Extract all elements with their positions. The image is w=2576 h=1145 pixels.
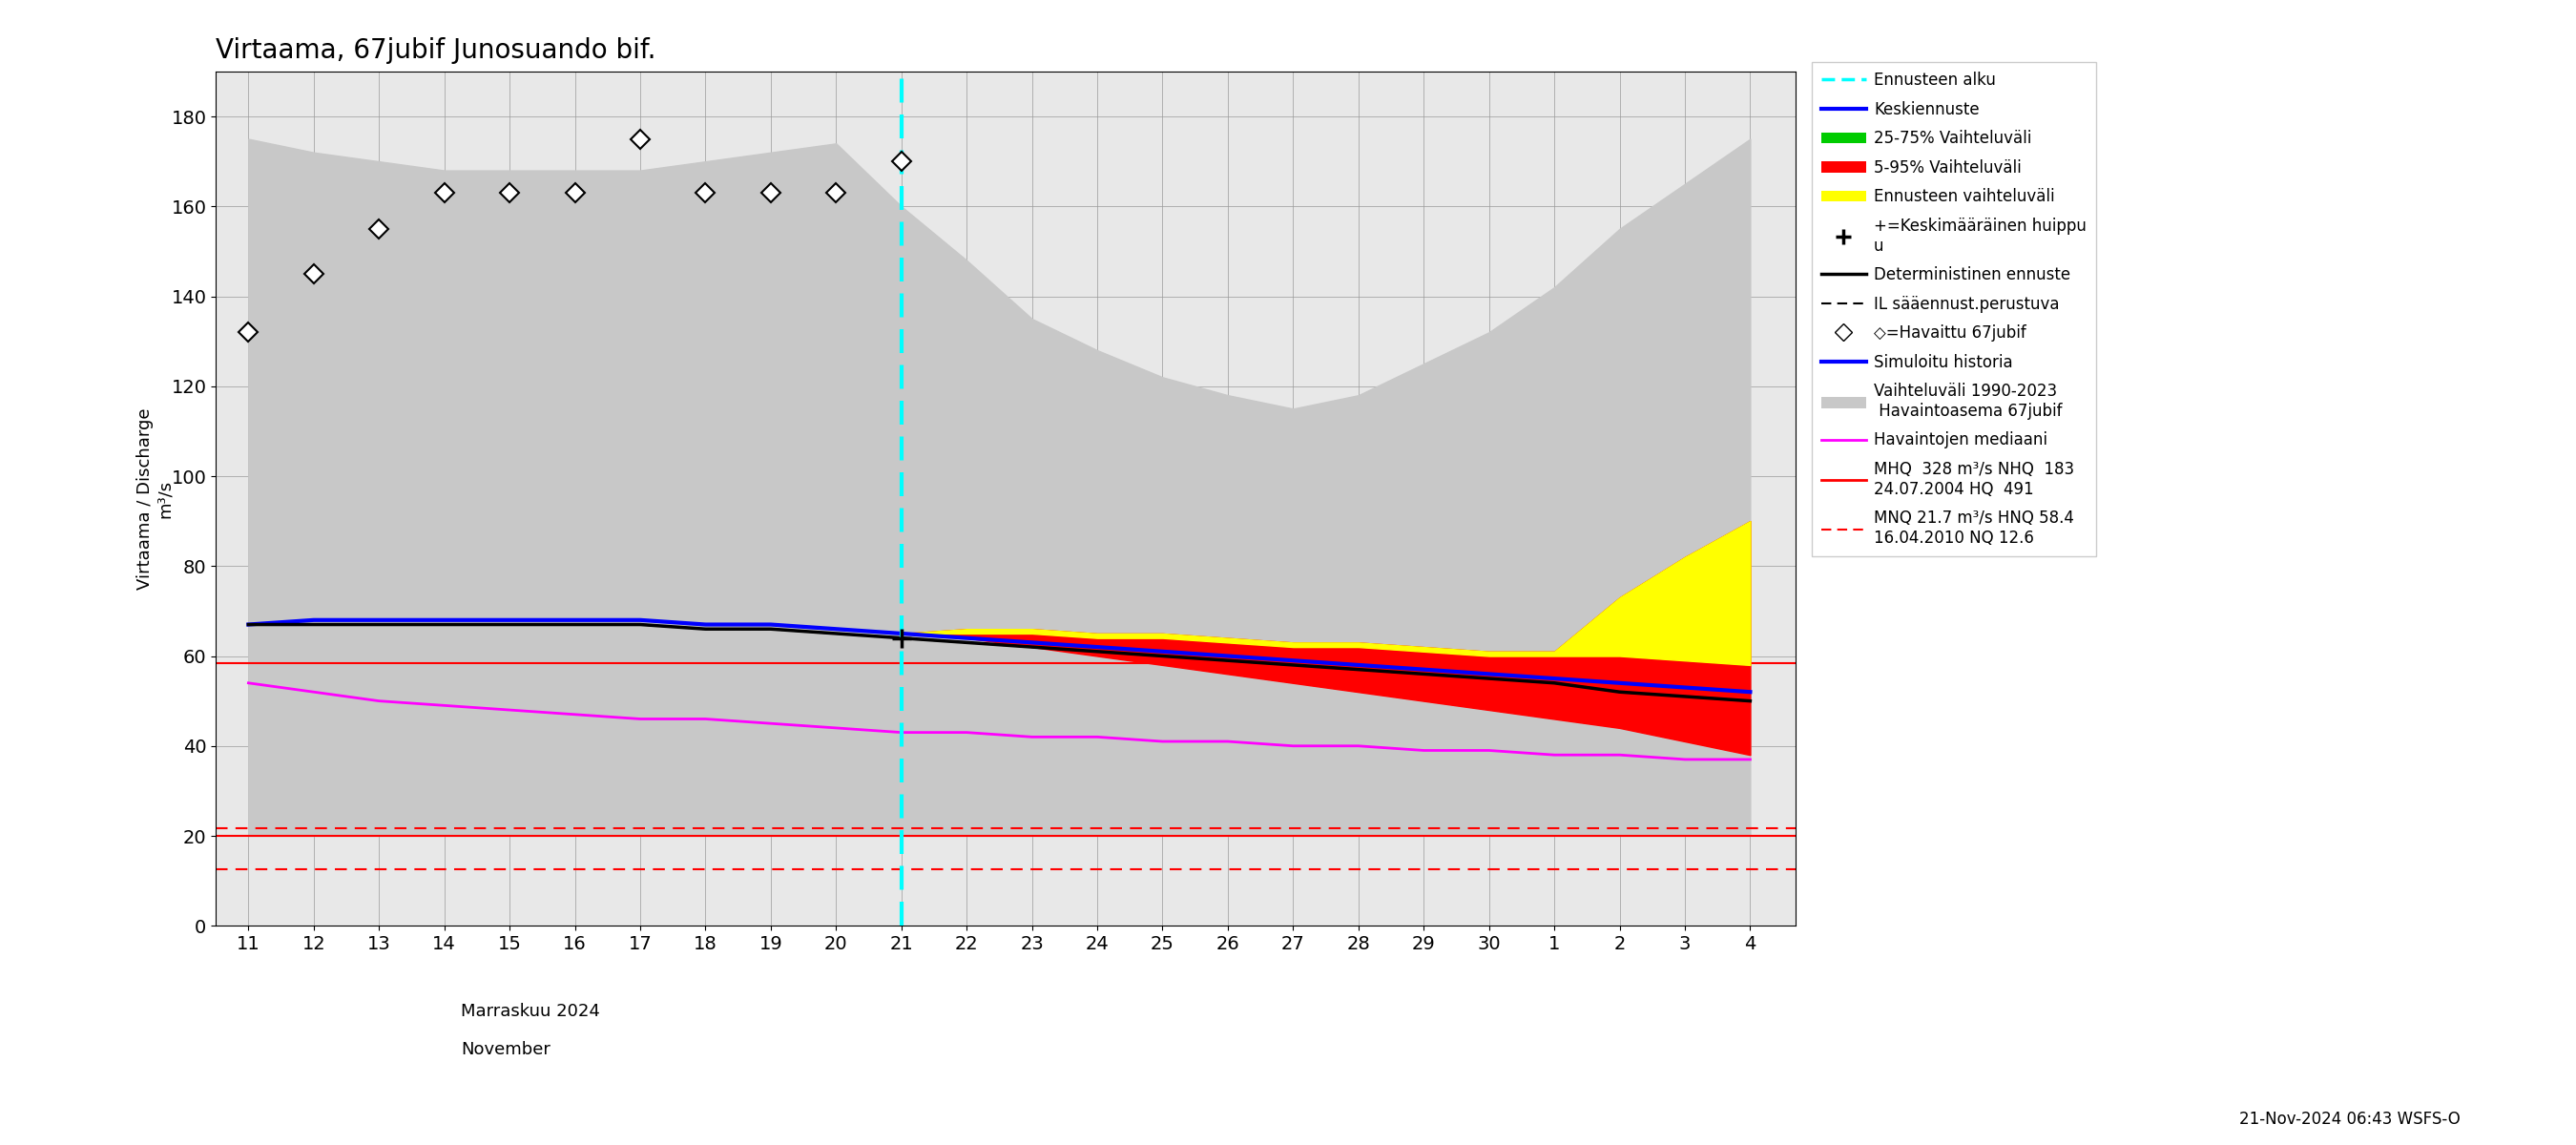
Text: 21-Nov-2024 06:43 WSFS-O: 21-Nov-2024 06:43 WSFS-O (2239, 1111, 2460, 1128)
Legend: Ennusteen alku, Keskiennuste, 25-75% Vaihteluväli, 5-95% Vaihteluväli, Ennusteen: Ennusteen alku, Keskiennuste, 25-75% Vai… (1811, 62, 2097, 556)
Text: November: November (461, 1041, 551, 1058)
Text: Virtaama, 67jubif Junosuando bif.: Virtaama, 67jubif Junosuando bif. (216, 37, 657, 64)
Text: Marraskuu 2024: Marraskuu 2024 (461, 1003, 600, 1020)
Text: m³/s: m³/s (157, 480, 173, 518)
Text: Virtaama / Discharge: Virtaama / Discharge (137, 408, 152, 590)
